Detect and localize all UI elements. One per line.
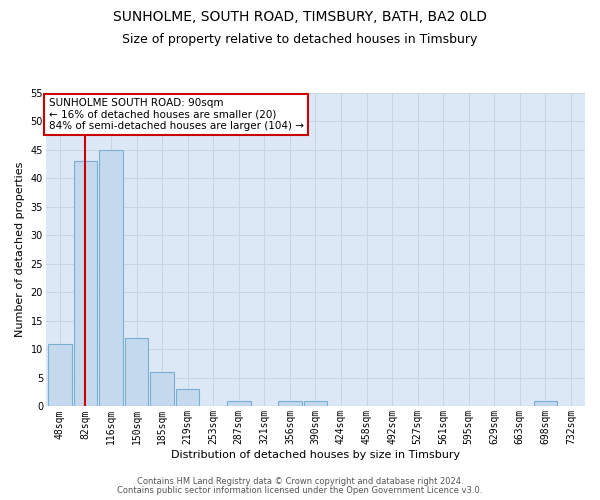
Bar xyxy=(48,344,71,406)
Bar xyxy=(125,338,148,406)
Text: Contains HM Land Registry data © Crown copyright and database right 2024.: Contains HM Land Registry data © Crown c… xyxy=(137,477,463,486)
Bar xyxy=(227,400,251,406)
Bar xyxy=(533,400,557,406)
Bar xyxy=(176,390,199,406)
Bar xyxy=(278,400,302,406)
Y-axis label: Number of detached properties: Number of detached properties xyxy=(15,162,25,338)
Bar xyxy=(304,400,327,406)
Text: SUNHOLME, SOUTH ROAD, TIMSBURY, BATH, BA2 0LD: SUNHOLME, SOUTH ROAD, TIMSBURY, BATH, BA… xyxy=(113,10,487,24)
Bar xyxy=(74,162,97,406)
Bar xyxy=(99,150,123,406)
Text: SUNHOLME SOUTH ROAD: 90sqm
← 16% of detached houses are smaller (20)
84% of semi: SUNHOLME SOUTH ROAD: 90sqm ← 16% of deta… xyxy=(49,98,304,131)
Bar xyxy=(151,372,174,406)
Text: Contains public sector information licensed under the Open Government Licence v3: Contains public sector information licen… xyxy=(118,486,482,495)
X-axis label: Distribution of detached houses by size in Timsbury: Distribution of detached houses by size … xyxy=(171,450,460,460)
Text: Size of property relative to detached houses in Timsbury: Size of property relative to detached ho… xyxy=(122,32,478,46)
